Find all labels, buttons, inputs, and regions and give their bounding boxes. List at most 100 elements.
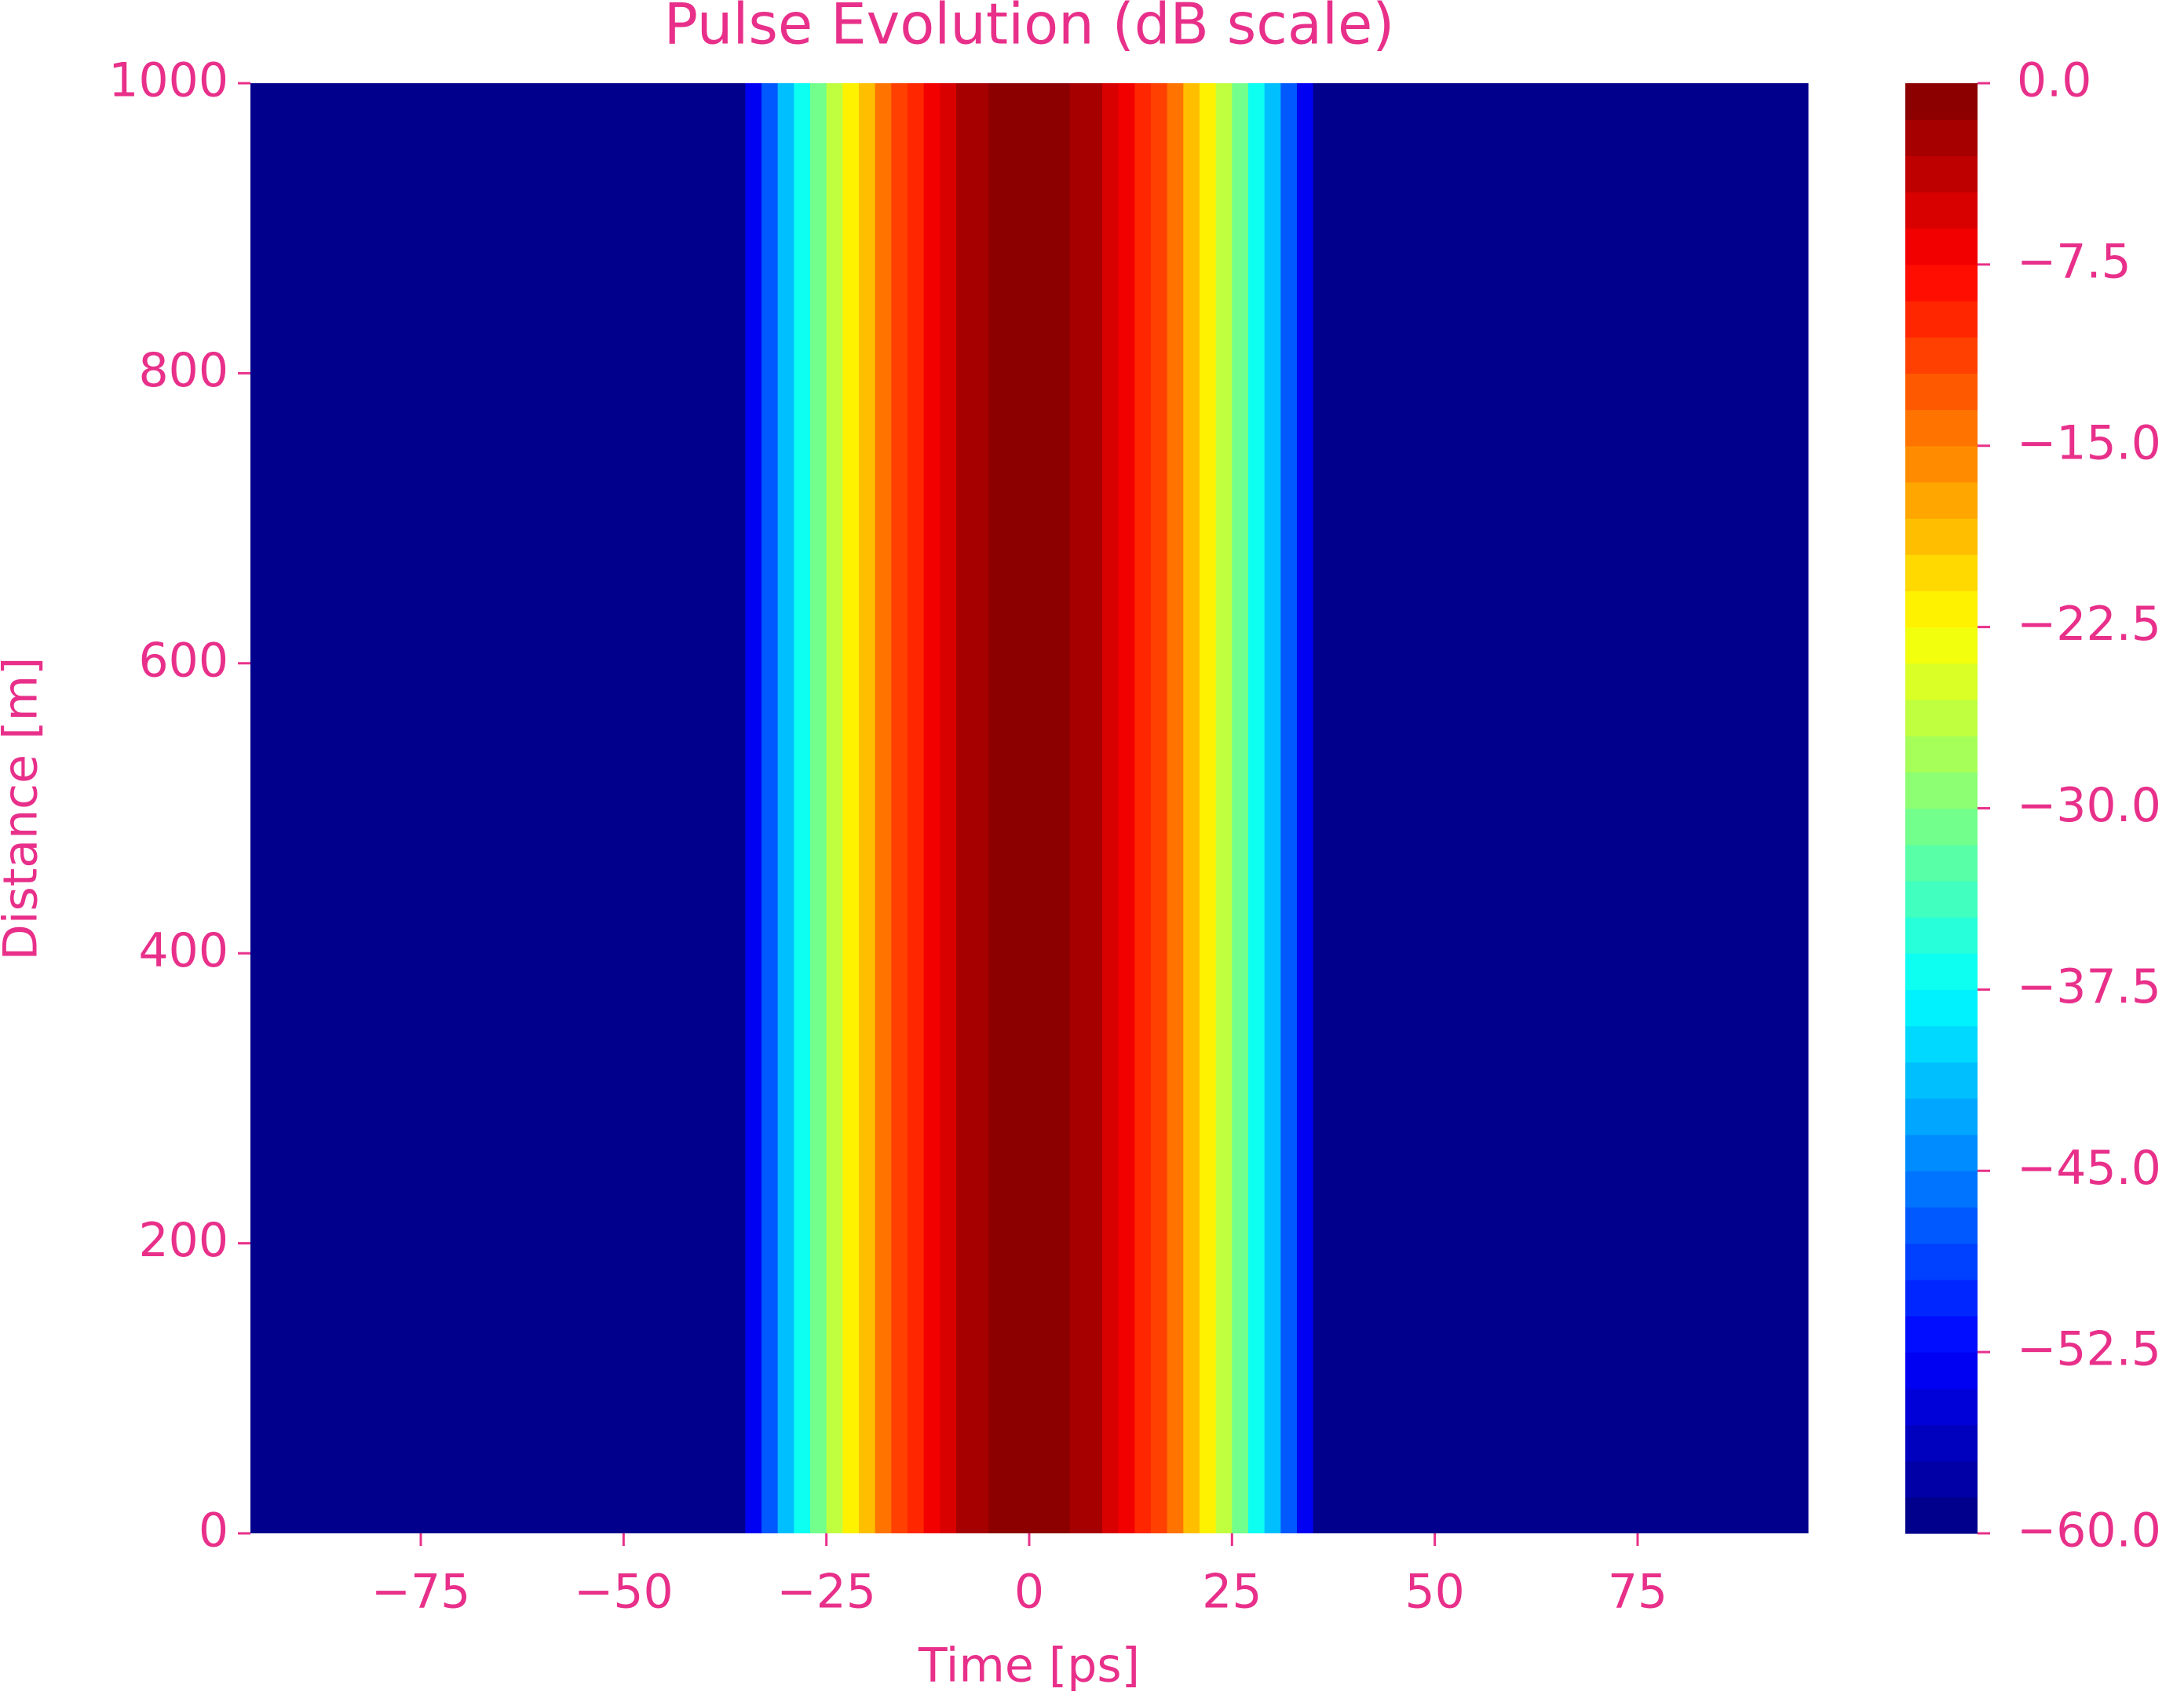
heat-strip [307, 83, 324, 1533]
heat-strip [956, 83, 973, 1533]
heat-strip [1086, 83, 1103, 1533]
colorbar-band [1905, 1207, 1978, 1244]
heat-strip [404, 83, 422, 1533]
heat-strip [713, 83, 730, 1533]
heat-strip [1735, 83, 1752, 1533]
heat-strip [1102, 83, 1119, 1533]
heat-strip [502, 83, 519, 1533]
heat-strip [323, 83, 341, 1533]
heat-strip [1653, 83, 1671, 1533]
x-tick-label: −25 [776, 1565, 876, 1620]
colorbar-band [1905, 337, 1978, 374]
heat-strip [1410, 83, 1427, 1533]
heat-strip [518, 83, 535, 1533]
heat-strip [1556, 83, 1573, 1533]
colorbar-band [1905, 373, 1978, 411]
heat-strip [421, 83, 438, 1533]
heat-strip [1134, 83, 1152, 1533]
heat-strip [940, 83, 957, 1533]
colorbar-band [1905, 228, 1978, 265]
heat-strip [583, 83, 600, 1533]
heat-strip [550, 83, 568, 1533]
heat-strip [1572, 83, 1590, 1533]
heat-strip [356, 83, 373, 1533]
heat-strip [453, 83, 470, 1533]
heat-strip [1670, 83, 1687, 1533]
colorbar-band [1905, 1496, 1978, 1534]
heat-strip [1751, 83, 1768, 1533]
colorbar-band [1905, 1315, 1978, 1353]
heat-strip [1215, 83, 1233, 1533]
heat-strip [1459, 83, 1476, 1533]
heat-strip [372, 83, 389, 1533]
heat-strip [290, 83, 308, 1533]
heat-strip [631, 83, 648, 1533]
colorbar-band [1905, 663, 1978, 700]
colorbar-tick-label: −60.0 [2017, 1504, 2161, 1558]
colorbar-band [1905, 1388, 1978, 1426]
heat-strip [696, 83, 714, 1533]
heat-strip [648, 83, 665, 1533]
colorbar-band [1905, 119, 1978, 156]
x-tick-label: 25 [1202, 1565, 1262, 1620]
heat-strip [258, 83, 276, 1533]
colorbar-band [1905, 736, 1978, 773]
colorbar-band [1905, 953, 1978, 990]
colorbar-band [1905, 155, 1978, 193]
heat-strip [275, 83, 292, 1533]
heat-strip [1264, 83, 1281, 1533]
colorbar-band [1905, 844, 1978, 882]
colorbar-band [1905, 699, 1978, 736]
colorbar-band [1905, 409, 1978, 447]
colorbar-band [1905, 1171, 1978, 1208]
y-tick-label: 600 [138, 633, 228, 688]
heat-strip [1621, 83, 1638, 1533]
colorbar-band [1905, 880, 1978, 918]
heat-strip [1346, 83, 1363, 1533]
heat-strip [1069, 83, 1087, 1533]
heat-strip [1021, 83, 1038, 1533]
colorbar-band [1905, 808, 1978, 846]
heat-strip [567, 83, 584, 1533]
heat-strip [1540, 83, 1558, 1533]
heat-strip [599, 83, 616, 1533]
x-tick-label: −75 [371, 1565, 471, 1620]
heat-strip [761, 83, 779, 1533]
colorbar-band [1905, 264, 1978, 301]
heat-strip [1248, 83, 1265, 1533]
heat-strip [469, 83, 487, 1533]
heat-strip [680, 83, 697, 1533]
colorbar-band [1905, 772, 1978, 809]
colorbar-band [1905, 481, 1978, 519]
heat-strip [972, 83, 989, 1533]
colorbar-band [1905, 989, 1978, 1027]
colorbar-band [1905, 301, 1978, 338]
y-tick-label: 400 [138, 923, 228, 978]
heat-strip [810, 83, 827, 1533]
colorbar-tick-label: −52.5 [2017, 1322, 2161, 1377]
heat-strip [1232, 83, 1249, 1533]
heat-strip [745, 83, 762, 1533]
colorbar-tick-label: 0.0 [2017, 53, 2091, 108]
heat-strip [1426, 83, 1444, 1533]
heat-strip [1589, 83, 1606, 1533]
colorbar-tick-label: −7.5 [2017, 234, 2131, 289]
heat-strip [1313, 83, 1330, 1533]
heat-strip [388, 83, 405, 1533]
heat-strip [1200, 83, 1217, 1533]
heat-strip [1183, 83, 1200, 1533]
heat-strip [1005, 83, 1022, 1533]
colorbar-band [1905, 1243, 1978, 1281]
heat-strip [1702, 83, 1719, 1533]
colorbar-tick-label: −45.0 [2017, 1141, 2161, 1196]
x-tick-label: −50 [574, 1565, 674, 1620]
colorbar-band [1905, 445, 1978, 483]
heat-strip [534, 83, 551, 1533]
heat-strip [1784, 83, 1801, 1533]
heat-strip [908, 83, 925, 1533]
heat-strip [1638, 83, 1655, 1533]
heat-strip [1507, 83, 1525, 1533]
heat-strip [1767, 83, 1784, 1533]
y-tick-label: 1000 [108, 53, 228, 108]
